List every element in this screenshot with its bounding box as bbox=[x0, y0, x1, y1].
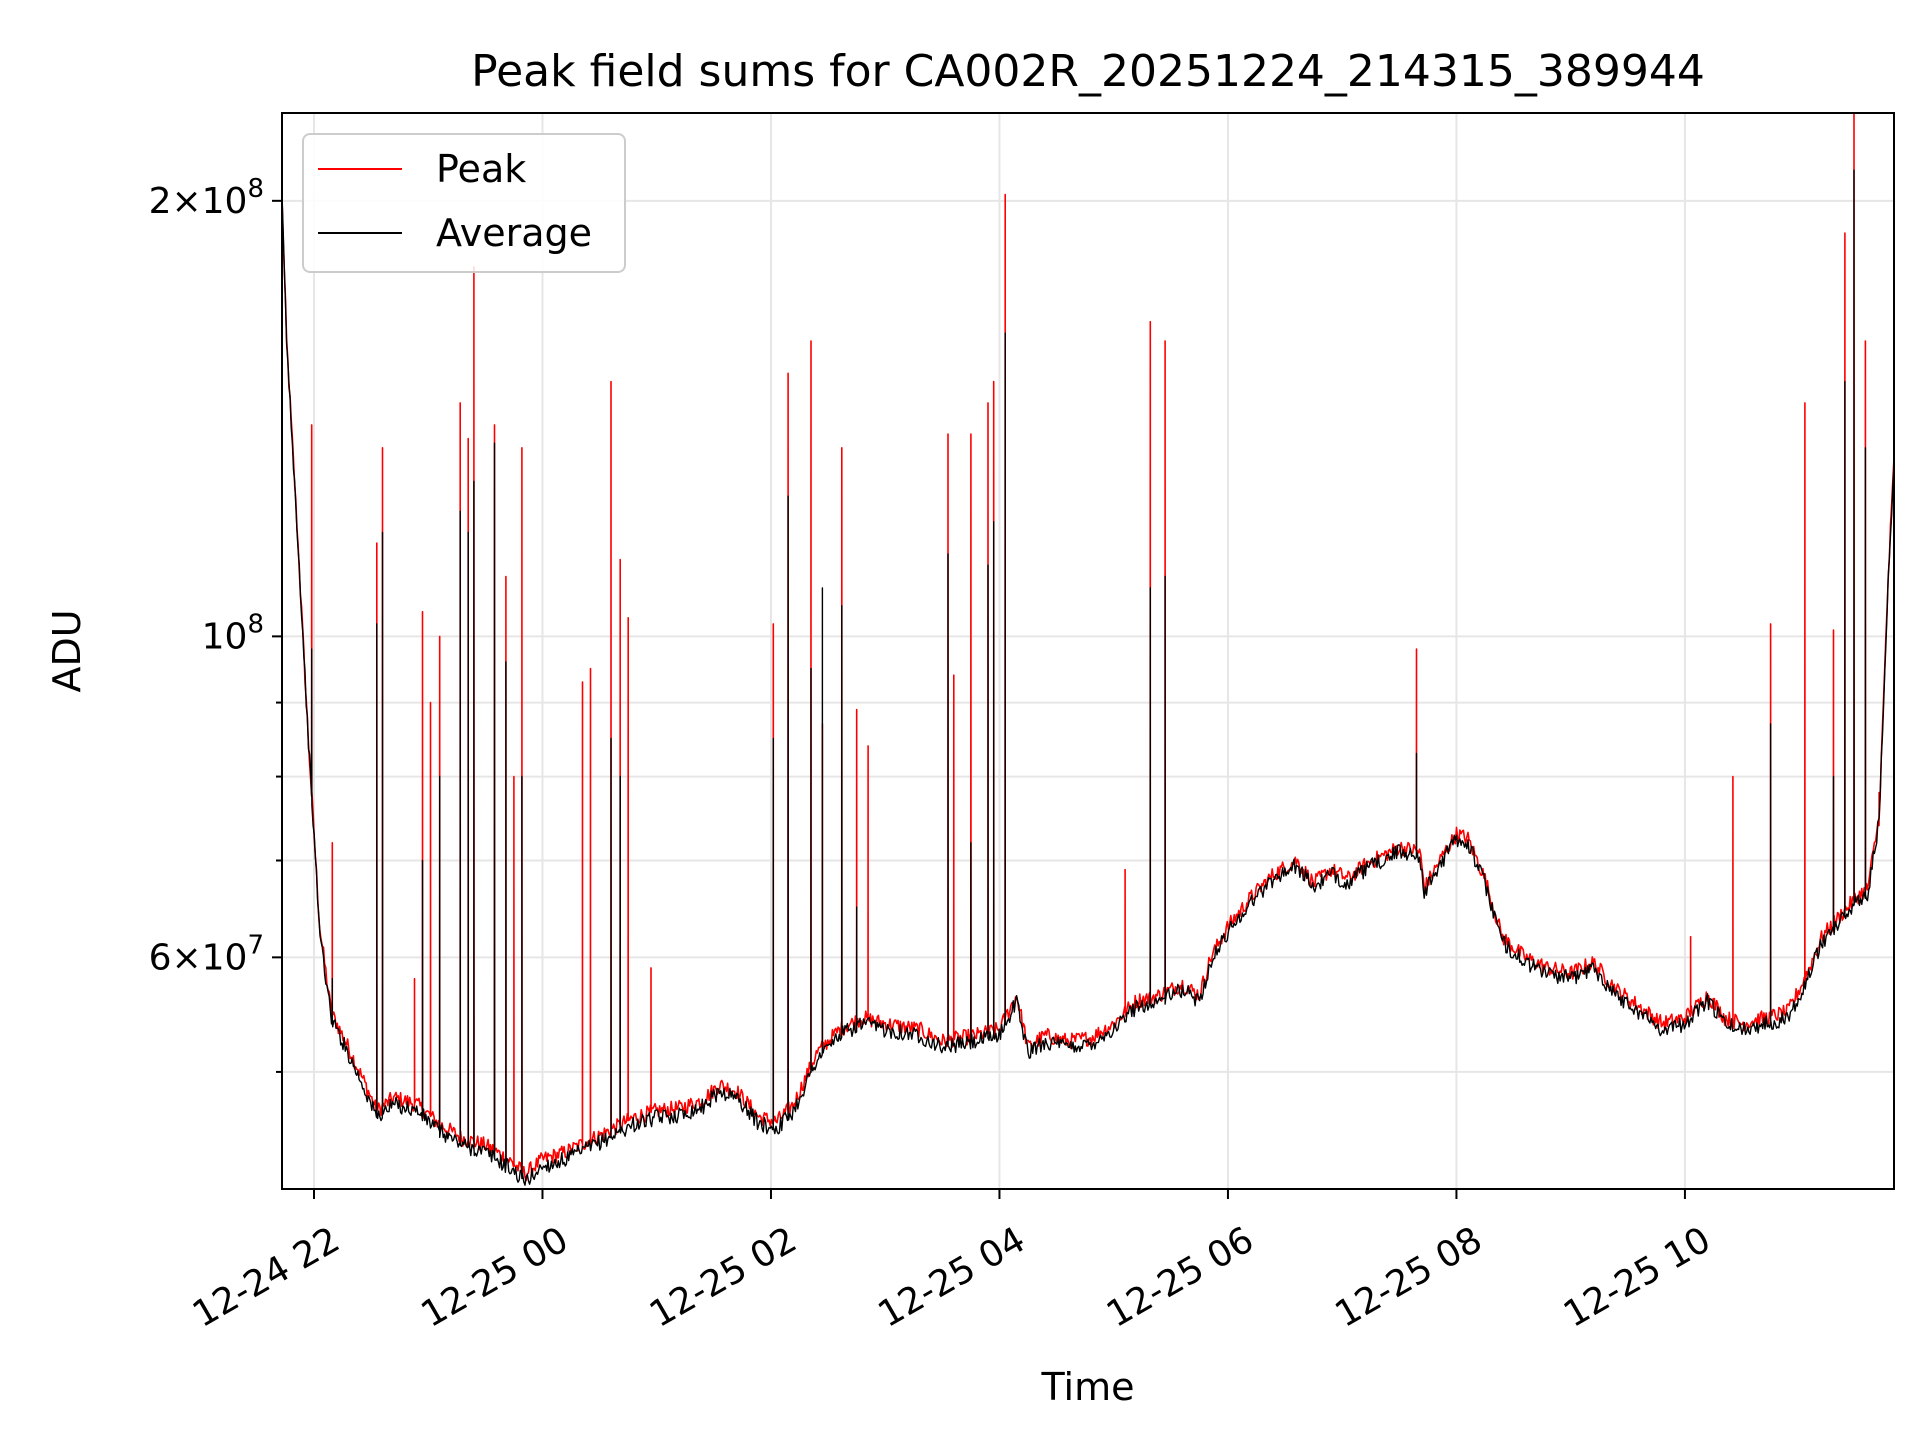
legend-peak-label: Peak bbox=[436, 147, 526, 191]
legend: Peak Average bbox=[302, 133, 626, 273]
y-tick-label: 108 bbox=[202, 609, 264, 657]
legend-average-label: Average bbox=[436, 211, 592, 255]
y-tick-label: 6×107 bbox=[149, 930, 264, 978]
series-line-average bbox=[282, 169, 1894, 1186]
y-axis-label: ADU bbox=[45, 609, 89, 692]
chart-title: Peak field sums for CA002R_20251224_2143… bbox=[471, 46, 1705, 97]
plot-area bbox=[282, 113, 1894, 1186]
grid bbox=[282, 113, 1894, 1189]
y-tick-label: 2×108 bbox=[149, 174, 264, 222]
x-axis-label: Time bbox=[1041, 1365, 1135, 1409]
axes-frame bbox=[281, 112, 1895, 1190]
